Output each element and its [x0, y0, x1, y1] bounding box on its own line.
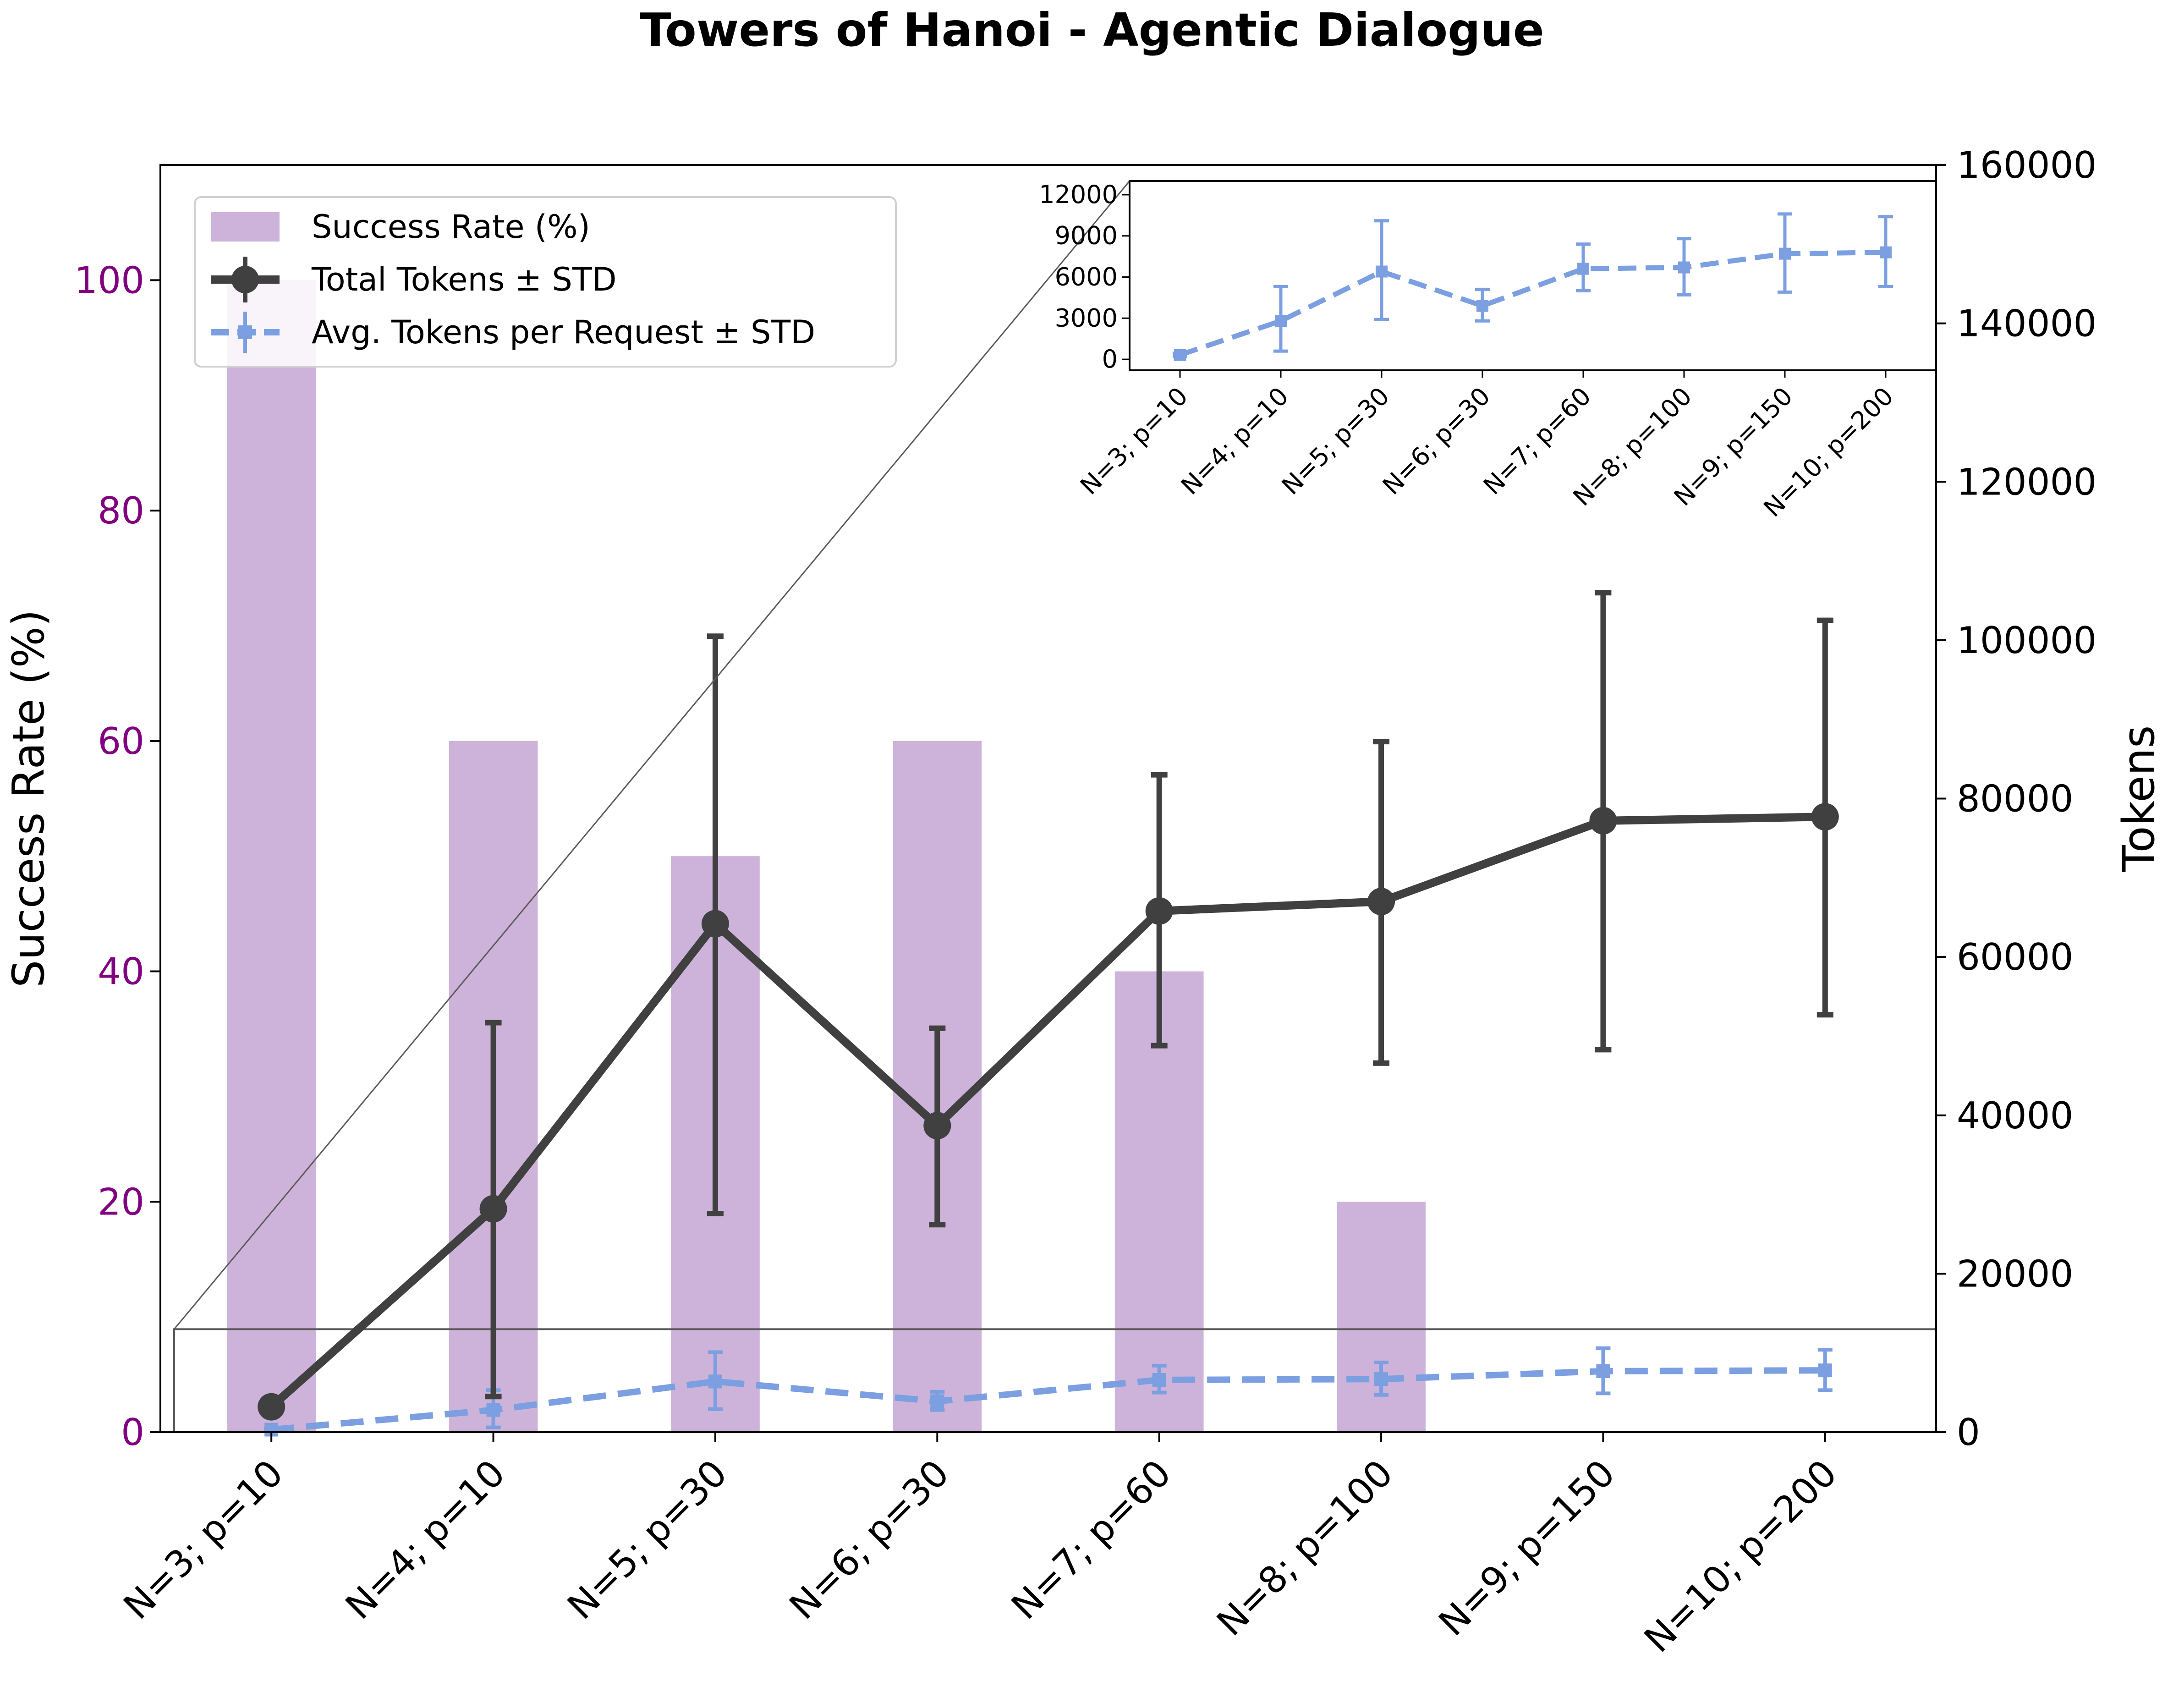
avg-tokens-point-8 — [1818, 1363, 1832, 1378]
right-axis-tick-label: 120000 — [1957, 461, 2096, 503]
total-tokens-point-4 — [923, 1112, 951, 1140]
inset-x-tick-label: N=5; p=30 — [1276, 382, 1395, 500]
bar-success-rate-1 — [227, 280, 316, 1432]
inset-avg-tokens-point-4 — [1476, 300, 1488, 312]
left-axis-tick-label: 0 — [121, 1411, 144, 1454]
x-axis-tick-label: N=5; p=30 — [560, 1452, 735, 1628]
total-tokens-point-2 — [479, 1195, 507, 1223]
right-axis-tick-label: 20000 — [1957, 1253, 2074, 1295]
left-axis-tick-label: 60 — [98, 720, 144, 763]
inset-avg-tokens-point-2 — [1275, 315, 1287, 327]
x-axis-tick-label: N=7; p=60 — [1003, 1452, 1179, 1628]
legend-marker-avg-tokens — [238, 325, 252, 339]
legend-label-avg-tokens: Avg. Tokens per Request ± STD — [312, 313, 815, 351]
right-axis-tick-label: 140000 — [1957, 302, 2096, 345]
avg-tokens-point-3 — [708, 1374, 722, 1389]
total-tokens-line — [269, 813, 1825, 1410]
legend-swatch-success-rate — [211, 212, 280, 242]
inset-y-tick-label: 0 — [1102, 345, 1118, 374]
inset-avg-tokens-line — [1179, 250, 1886, 357]
legend-label-total-tokens: Total Tokens ± STD — [311, 261, 617, 298]
left-axis-tick-label: 80 — [98, 489, 144, 532]
total-tokens-point-5 — [1145, 897, 1173, 925]
total-tokens-point-3 — [701, 910, 729, 938]
inset-avg-tokens-point-5 — [1577, 263, 1589, 275]
x-axis-tick-label: N=4; p=10 — [337, 1452, 513, 1628]
right-axis-label: Tokens — [2114, 725, 2164, 873]
inset-frame — [1129, 180, 1937, 371]
bar-success-rate-6 — [1337, 1202, 1426, 1432]
right-axis-tick-label: 100000 — [1957, 619, 2096, 662]
avg-tokens-point-6 — [1374, 1372, 1388, 1386]
inset-y-tick-label: 6000 — [1055, 262, 1118, 291]
inset-background — [1130, 181, 1936, 370]
inset-avg-tokens-point-1 — [1174, 349, 1186, 361]
right-axis-tick-label: 80000 — [1957, 778, 2074, 820]
left-axis-tick-label: 20 — [98, 1181, 144, 1223]
avg-tokens-point-5 — [1152, 1373, 1166, 1387]
avg-tokens-point-4 — [930, 1394, 944, 1408]
left-axis-label: Success Rate (%) — [4, 610, 54, 988]
chart-title: Towers of Hanoi - Agentic Dialogue — [640, 3, 1544, 57]
inset-y-tick-label: 12000 — [1039, 180, 1118, 209]
inset-y-tick-label: 3000 — [1055, 303, 1118, 332]
zoom-connector-line — [173, 181, 1130, 1330]
inset-y-tick-label: 9000 — [1055, 221, 1118, 250]
right-axis-tick-label: 40000 — [1957, 1094, 2074, 1137]
inset-avg-tokens-point-7 — [1779, 247, 1791, 260]
x-axis-tick-label: N=3; p=10 — [115, 1452, 291, 1628]
total-tokens-point-8 — [1811, 803, 1839, 831]
avg-tokens-point-2 — [486, 1403, 500, 1417]
inset-avg-tokens-point-6 — [1678, 261, 1690, 274]
left-axis-tick-label: 40 — [98, 950, 144, 993]
inset-avg-tokens-point-3 — [1376, 265, 1388, 278]
inset-avg-tokens-point-8 — [1880, 246, 1892, 258]
x-axis-tick-label: N=10; p=200 — [1636, 1452, 1845, 1661]
x-axis-tick-label: N=6; p=30 — [781, 1452, 957, 1628]
avg-tokens-line — [271, 1367, 1825, 1433]
total-tokens-point-1 — [258, 1393, 285, 1421]
left-axis-tick-label: 100 — [74, 259, 144, 302]
right-axis-tick-label: 160000 — [1957, 144, 2096, 187]
inset-x-tick-label: N=3; p=10 — [1075, 382, 1193, 500]
x-axis-tick-label: N=9; p=150 — [1431, 1452, 1623, 1644]
legend-marker-total-tokens — [231, 266, 259, 293]
inset-x-tick-label: N=4; p=10 — [1175, 382, 1294, 500]
right-axis-tick-label: 0 — [1957, 1411, 1980, 1454]
zoom-region-box — [173, 1328, 1937, 1433]
total-tokens-point-6 — [1367, 888, 1395, 916]
legend-label-success-rate: Success Rate (%) — [312, 208, 590, 246]
x-axis-tick-label: N=8; p=100 — [1209, 1452, 1401, 1644]
avg-tokens-point-7 — [1596, 1364, 1610, 1378]
legend-box — [194, 196, 897, 368]
total-tokens-point-7 — [1589, 807, 1617, 835]
inset-x-tick-label: N=6; p=30 — [1377, 382, 1496, 500]
right-axis-tick-label: 60000 — [1957, 936, 2074, 978]
